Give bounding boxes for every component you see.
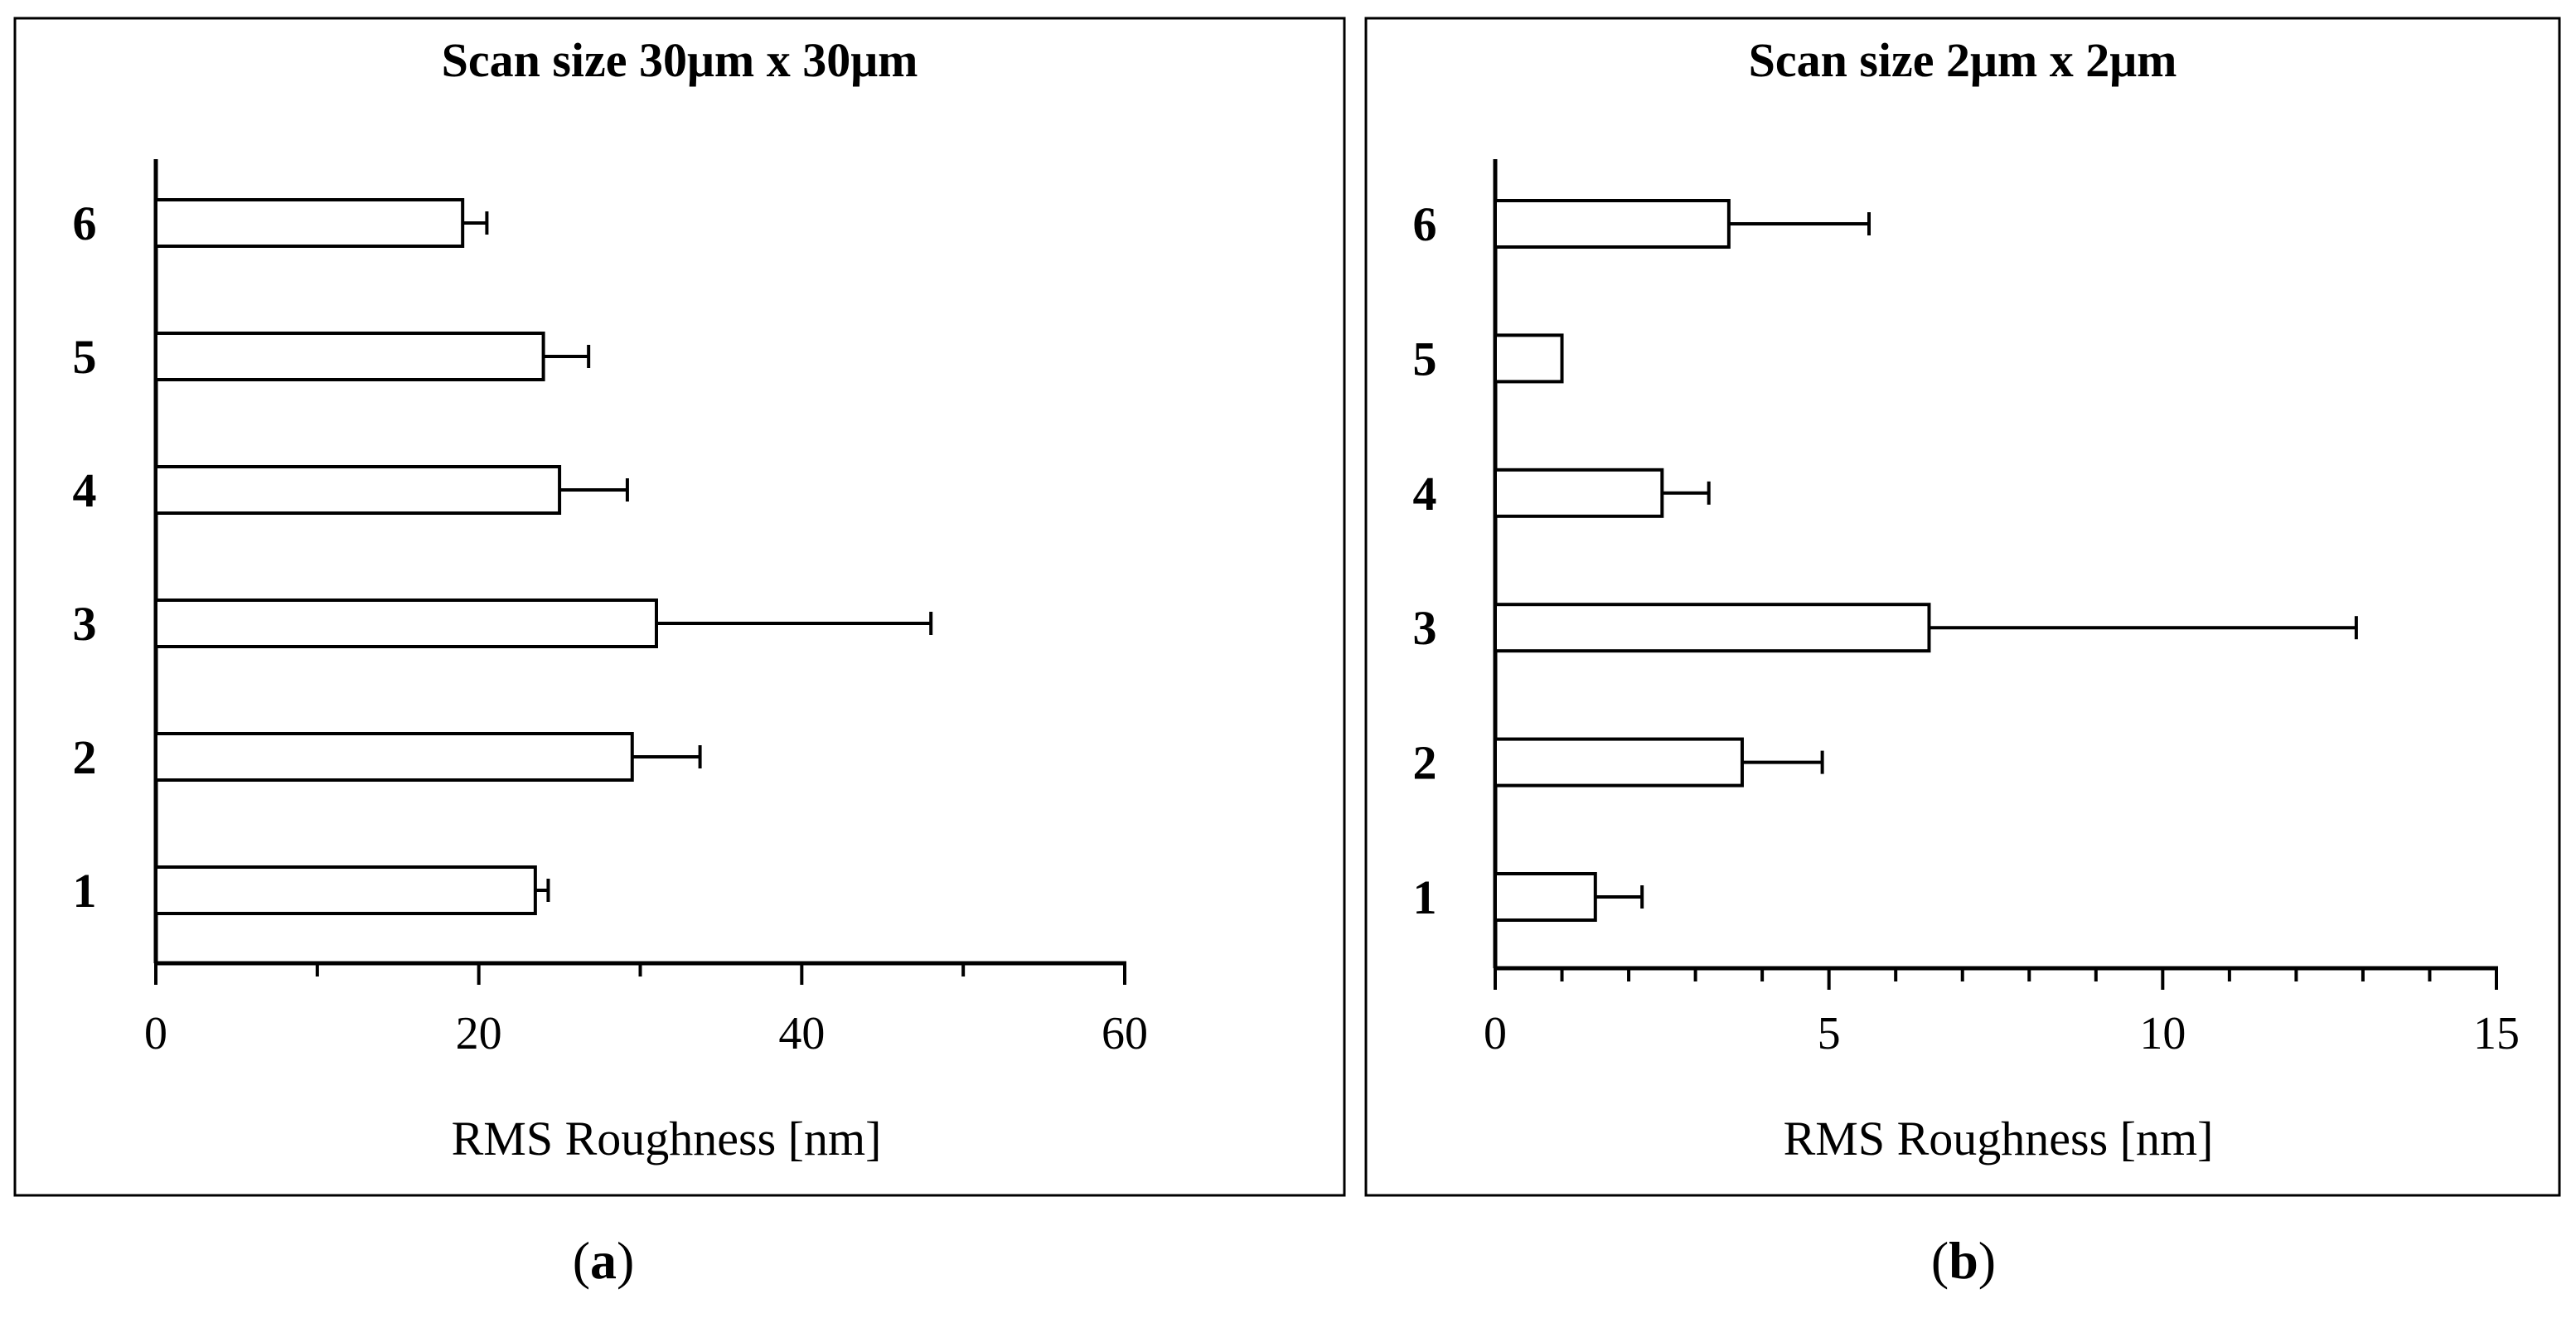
panel-caption: (b) xyxy=(1931,1231,1996,1290)
category-label: 1 xyxy=(73,864,97,918)
category-label: 5 xyxy=(1413,332,1437,385)
x-tick-label: 40 xyxy=(778,1008,825,1059)
category-label: 2 xyxy=(73,730,97,784)
chart-title: Scan size 30μm x 30μm xyxy=(442,33,918,87)
bar xyxy=(1494,737,1744,788)
bar xyxy=(1494,199,1731,249)
bar xyxy=(154,865,537,915)
bar xyxy=(1494,872,1597,922)
category-label: 4 xyxy=(1413,467,1437,521)
x-tick-label: 10 xyxy=(2139,1008,2186,1059)
category-label: 6 xyxy=(1413,197,1437,251)
x-tick-label: 20 xyxy=(456,1008,502,1059)
category-label: 3 xyxy=(1413,601,1437,655)
category-label: 6 xyxy=(73,196,97,250)
category-label: 3 xyxy=(73,597,97,651)
bar xyxy=(1494,603,1931,653)
chart-title: Scan size 2μm x 2μm xyxy=(1749,33,2177,87)
bar xyxy=(154,732,634,782)
category-label: 1 xyxy=(1413,870,1437,924)
bar xyxy=(1494,468,1664,518)
x-tick-label: 60 xyxy=(1102,1008,1148,1059)
panel-a: Scan size 30μm x 30μm 0 20 40 60 RMS Roughnes… xyxy=(13,17,1346,1290)
x-axis-label: RMS Roughness [nm] xyxy=(452,1112,882,1166)
x-tick-label: 0 xyxy=(144,1008,167,1059)
x-tick-label: 0 xyxy=(1484,1008,1507,1059)
category-label: 4 xyxy=(73,463,97,517)
bar xyxy=(154,332,545,381)
category-label: 5 xyxy=(73,330,97,384)
category-label: 2 xyxy=(1413,736,1437,790)
panel-frame xyxy=(13,17,1346,1197)
panel-frame xyxy=(1364,17,2561,1197)
bar xyxy=(1494,333,1564,384)
x-axis-label: RMS Roughness [nm] xyxy=(1784,1112,2214,1166)
x-tick-label: 5 xyxy=(1818,1008,1841,1059)
bar xyxy=(154,198,465,248)
panel-caption: (a) xyxy=(573,1231,635,1290)
x-tick-label: 15 xyxy=(2473,1008,2520,1059)
bar xyxy=(154,598,658,648)
bar xyxy=(154,465,562,515)
